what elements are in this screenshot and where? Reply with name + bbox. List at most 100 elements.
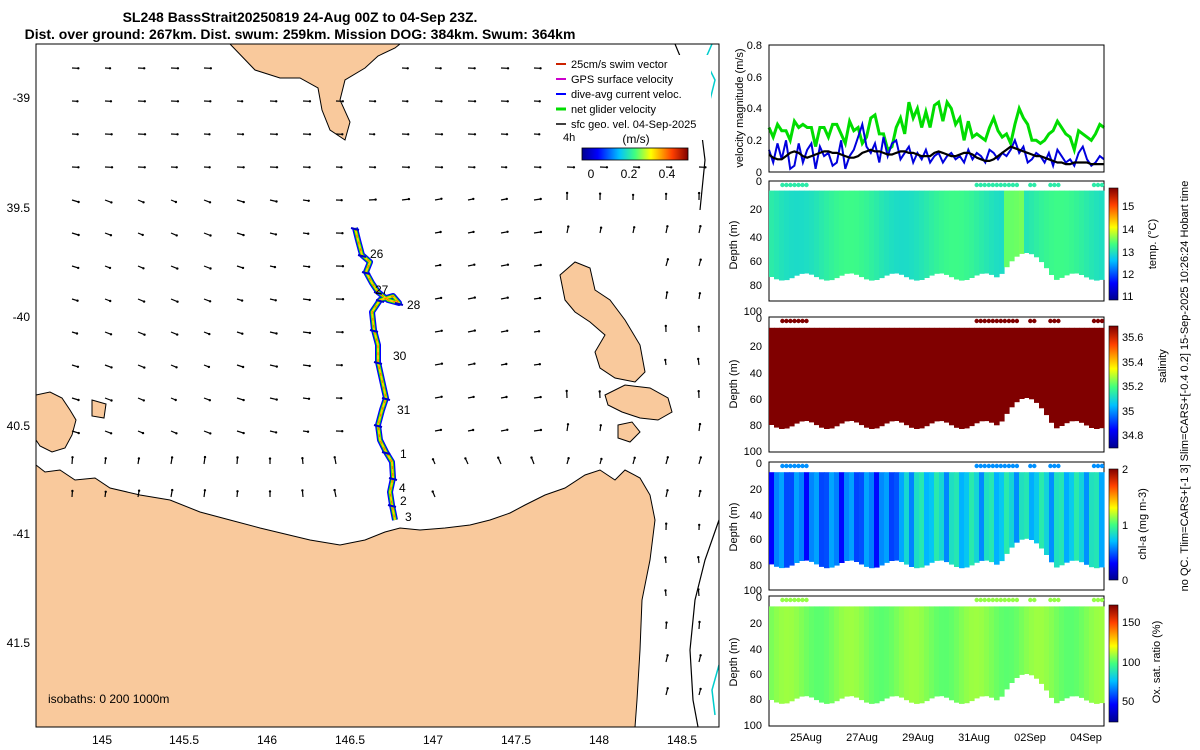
surfacing-marker [982,463,987,469]
depth-tick: 20 [750,204,762,216]
velocity-arrowhead [440,329,443,332]
surfacing-marker [792,463,797,469]
depth-tick: 100 [744,720,762,732]
velocity-arrowhead [472,197,475,201]
section-cell [879,472,885,566]
velocity-arrowhead [431,458,435,461]
velocity-arrowhead [109,100,113,103]
surfacing-marker [1091,597,1097,603]
surfacing-marker [796,318,801,324]
velocity-arrowhead [203,489,207,492]
velocity-arrowhead [699,687,702,691]
legend-entry: net glider velocity [571,104,656,116]
velocity-arrowhead [71,456,74,459]
section-cell [864,472,870,567]
depth-label: Depth (m) [728,221,740,270]
surfacing-marker [1032,463,1037,469]
section-cell [904,472,910,565]
velocity-arrowhead [176,67,180,70]
velocity-arrowhead [473,329,476,332]
section-cell [819,606,825,703]
surfacing-marker [1056,318,1061,324]
track-current-vector [373,291,383,295]
section-cell [954,606,960,703]
section-cell [1059,190,1065,278]
velocity-arrowhead [440,362,444,365]
track-current-vector [369,329,379,333]
section-cell [1044,327,1050,416]
velocity-arrowhead [143,333,146,336]
section-cell [924,327,930,427]
velocity-arrowhead [208,201,212,204]
velocity-arrowhead [439,230,442,234]
map-x-tick: 147.5 [501,733,531,747]
track-current-vector [357,254,367,258]
surfacing-marker [986,318,991,324]
oxygen-colorbar [1108,604,1119,723]
velocity-arrowhead [275,332,278,335]
section-cell [804,190,810,274]
section-cell [884,190,890,276]
velocity-arrowhead [240,299,244,302]
section-cell [829,472,835,568]
velocity-arrowhead [142,201,145,204]
surfacing-marker [800,318,805,324]
section-cell [779,606,785,704]
surfacing-marker [1028,463,1033,469]
velocity-arrowhead [143,366,146,369]
section-cell [864,327,870,428]
surfacing-marker [974,318,979,324]
velocity-arrowhead [242,398,245,402]
surfacing-marker [796,463,801,469]
velocity-arrowhead [631,193,635,197]
velocity-arrowhead [274,431,278,434]
velocity-arrowhead [109,432,113,435]
section-cell [809,190,815,275]
section-cell [1099,472,1105,568]
velocity-arrowhead [208,399,211,402]
section-cell [784,327,790,429]
section-cell [1074,472,1080,561]
velocity-arrowhead [209,267,212,270]
velocity-arrowhead [666,489,669,492]
velocity-arrowhead [308,133,312,136]
map-y-tick: 39.5 [7,201,31,215]
section-cell [1059,606,1065,701]
velocity-arrowhead [506,67,510,70]
velocity-arrowhead [666,225,669,228]
velocity-arrowhead [697,556,700,559]
surfacing-marker [1056,182,1061,188]
day-label: 30 [393,349,407,363]
surfacing-marker [994,597,999,603]
section-cell [909,606,915,703]
section-cell [804,472,810,561]
surfacing-marker [982,597,987,603]
velocity-arrowhead [439,428,443,432]
velocity-arrowhead [110,366,113,369]
colorbar-label: salinity [1157,349,1169,383]
velocity-panel: 0 0.2 0.4 0.6 0.8 velocity magnitude (m/… [734,40,1105,179]
velocity-frame [768,44,1105,173]
section-cell [1079,606,1085,698]
chlorophyll-section [769,463,1105,569]
colorbar-label: temp. (°C) [1147,219,1159,269]
velocity-arrowhead [137,457,141,460]
section-cell [984,190,990,274]
section-cell [924,472,930,566]
section-cell [769,606,775,700]
velocity-arrowhead [175,166,178,169]
velocity-line-1 [768,120,1105,171]
section-cell [804,327,810,421]
velocity-arrowhead [633,456,636,459]
surfacing-marker [986,182,991,188]
section-cell [929,606,935,699]
section-cell [894,606,900,697]
section-cell [1014,190,1020,257]
surfacing-marker [1056,463,1061,469]
salinity-colorbar [1108,325,1119,449]
section-cell [819,190,825,280]
section-cell [949,606,955,701]
section-cell [1064,472,1070,563]
section-cell [1009,472,1015,548]
time-series-panels: 0 0.2 0.4 0.6 0.8 velocity magnitude (m/… [728,40,1191,744]
